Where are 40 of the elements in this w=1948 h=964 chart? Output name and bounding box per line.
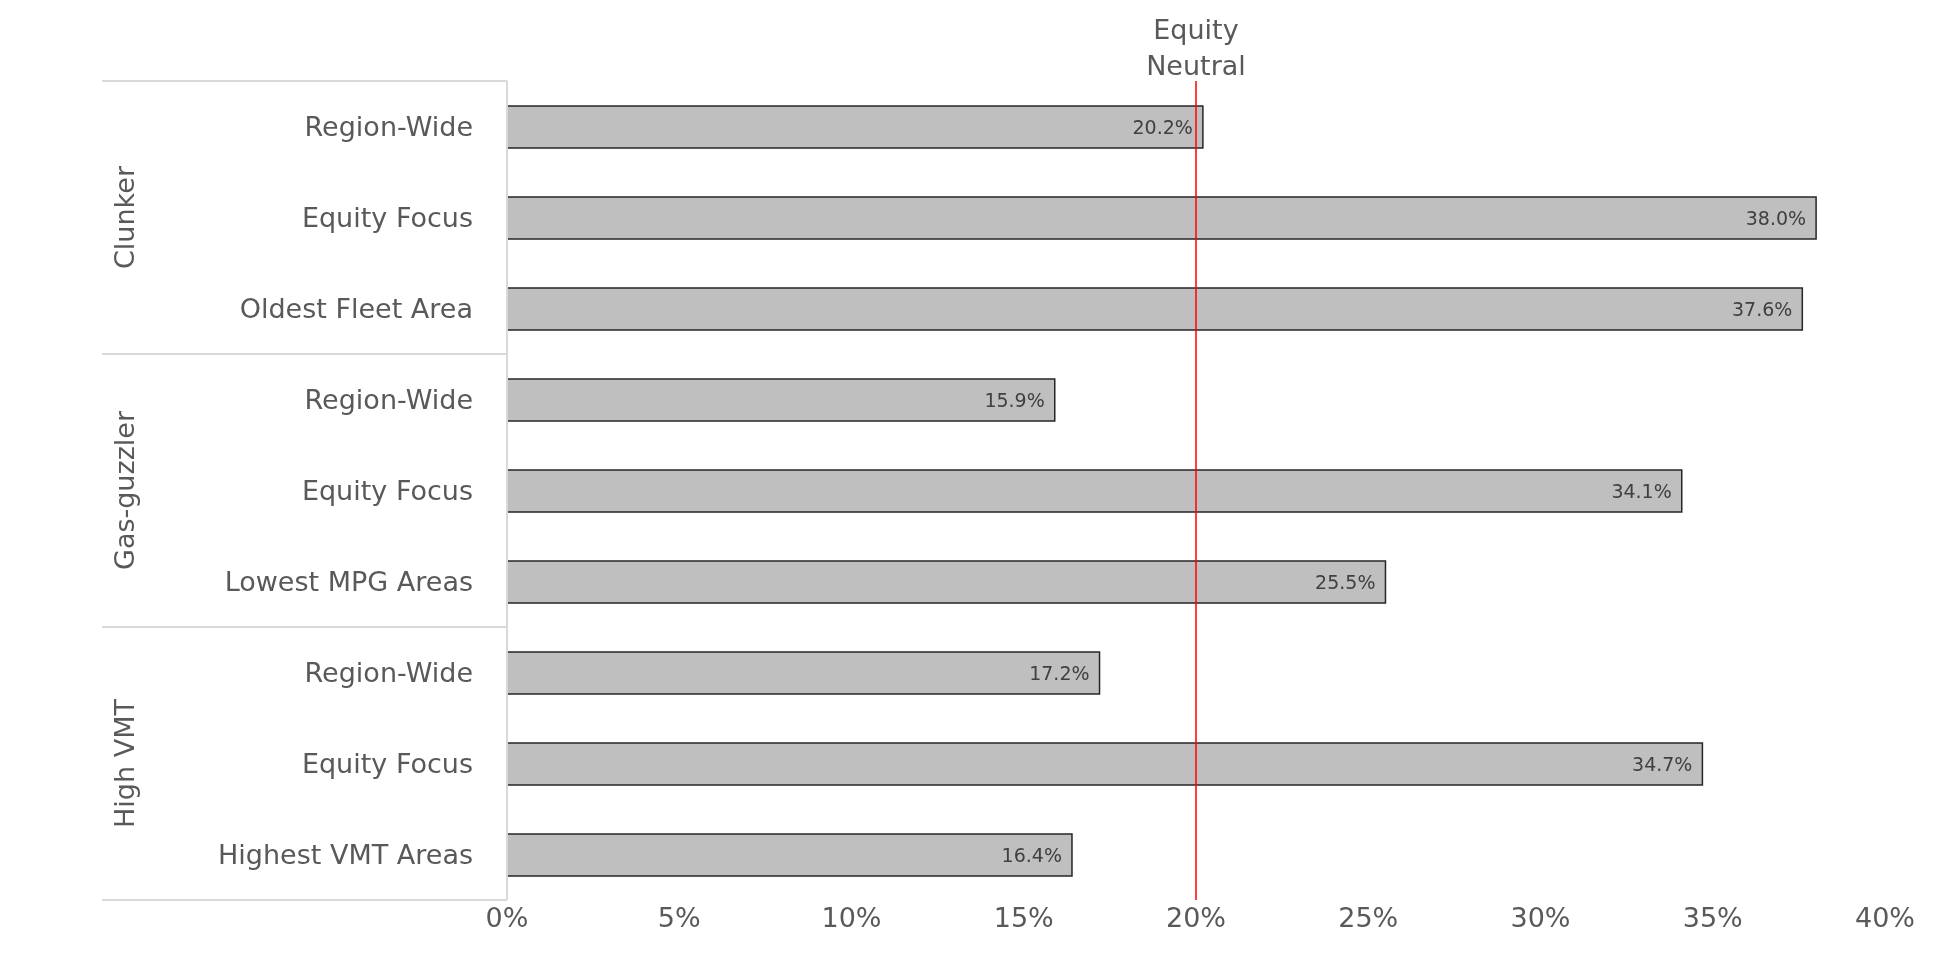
ref-line-label: Equity Neutral (1146, 14, 1246, 81)
x-tick-label: 0% (485, 902, 529, 934)
data-label: 15.9% (984, 388, 1045, 411)
y-tick-label: Lowest MPG Areas (224, 566, 473, 598)
y-tick-label: Region-Wide (304, 384, 473, 416)
data-label: 37.6% (1731, 297, 1793, 320)
bar (507, 287, 1804, 331)
bar (507, 469, 1683, 513)
x-tick-label: 5% (657, 902, 701, 934)
bar (507, 378, 1056, 422)
data-label: 25.5% (1315, 570, 1376, 593)
y-tick-label: Equity Focus (301, 475, 473, 507)
y-tick-label: Oldest Fleet Area (239, 293, 473, 325)
x-tick-label: 25% (1338, 902, 1399, 934)
text: Clunker (108, 165, 140, 269)
x-tick-label: 35% (1682, 902, 1743, 934)
x-tick-label: 15% (993, 902, 1054, 934)
data-label: 34.7% (1632, 752, 1693, 775)
x-tick-label: 20% (1165, 902, 1227, 934)
y-tick-label: Region-Wide (304, 657, 473, 689)
y-tick-label: Equity Focus (301, 202, 473, 234)
data-label: 17.2% (1029, 661, 1090, 684)
x-tick-label: 40% (1854, 902, 1916, 934)
bar (507, 833, 1073, 877)
data-label: 20.2% (1132, 115, 1193, 138)
data-label: 16.4% (1001, 843, 1062, 866)
bar (507, 105, 1204, 149)
y-tick-label: Equity Focus (301, 748, 473, 780)
text: High VMT (108, 698, 140, 828)
bar (507, 742, 1704, 786)
y-tick-label: Region-Wide (304, 111, 473, 143)
y-tick-label: Highest VMT Areas (218, 839, 473, 871)
x-tick-label: 10% (821, 902, 882, 934)
x-tick-label: 30% (1510, 902, 1571, 934)
data-label: 38.0% (1745, 206, 1807, 229)
text: Gas-guzzler (108, 410, 140, 571)
data-label: 34.1% (1611, 479, 1672, 502)
bar (507, 560, 1387, 604)
bar (507, 651, 1101, 695)
bar (507, 196, 1817, 240)
